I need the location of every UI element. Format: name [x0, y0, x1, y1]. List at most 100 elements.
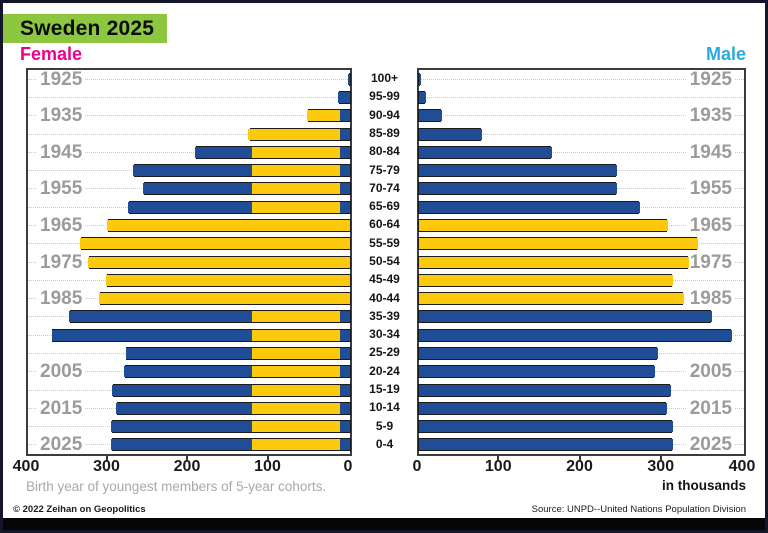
bar-segment: [116, 402, 252, 414]
page-title: Sweden 2025: [3, 14, 168, 43]
population-bar: [418, 328, 732, 342]
population-bar: [111, 438, 351, 452]
bar-segment: [133, 165, 252, 177]
population-bar: [418, 310, 712, 324]
age-group-label: 90-94: [369, 107, 400, 122]
population-bar: [126, 346, 351, 360]
bar-segment: [126, 347, 252, 359]
female-chart-panel: 1925 1935 1945 1955 1965 1975 1985 2005 2015 2025: [26, 68, 352, 456]
x-tick-mark: [659, 456, 662, 461]
population-bar: [418, 200, 640, 214]
bar-segment: [124, 366, 252, 378]
age-group-label: 5-9: [375, 418, 394, 433]
year-label: 2015: [37, 398, 86, 418]
gridline: [28, 151, 350, 153]
population-bar: [338, 90, 351, 104]
bar-segment: [251, 201, 340, 213]
gridline: [419, 78, 744, 80]
population-bar: [418, 273, 673, 287]
bar-segment: [111, 421, 252, 433]
bar-segment: [419, 421, 673, 433]
bar-segment: [251, 366, 340, 378]
bar-segment: [419, 256, 689, 268]
population-bar: [112, 383, 351, 397]
population-bar: [106, 273, 351, 287]
bar-segment: [107, 219, 350, 231]
year-label: 1925: [686, 69, 735, 89]
bar-segment: [419, 183, 617, 195]
source-credit: Source: UNPD--United Nations Population …: [531, 504, 746, 515]
male-header: Male: [705, 44, 746, 64]
x-tick-label: 0: [412, 458, 422, 475]
age-group-label: 10-14: [369, 400, 400, 415]
age-group-label: 45-49: [369, 272, 400, 287]
population-bar: [69, 310, 351, 324]
population-bar: [418, 109, 442, 123]
x-tick-mark: [578, 456, 581, 461]
year-label: 1945: [686, 142, 735, 162]
population-bar: [307, 109, 351, 123]
population-bar: [418, 346, 658, 360]
year-label: 1965: [686, 215, 735, 235]
population-bar: [143, 182, 351, 196]
bar-segment: [419, 366, 655, 378]
x-tick-label: 100: [484, 458, 512, 475]
bar-segment: [419, 165, 617, 177]
bar-segment: [419, 128, 482, 140]
bar-segment: [419, 347, 658, 359]
bar-segment: [251, 183, 340, 195]
bar-segment: [307, 110, 340, 122]
gridline: [28, 96, 350, 98]
age-group-label: 60-64: [369, 217, 400, 232]
bar-segment: [251, 146, 340, 158]
age-group-label: 50-54: [369, 254, 400, 268]
population-bar: [88, 255, 351, 269]
x-tick-label: 0: [343, 458, 353, 475]
age-group-label: 20-24: [369, 363, 400, 378]
bar-segment: [251, 421, 340, 433]
bar-segment: [419, 384, 671, 396]
bar-segment: [419, 238, 698, 250]
year-label: 2005: [686, 362, 735, 382]
year-label: 1985: [37, 289, 86, 309]
bar-segment: [419, 73, 421, 85]
x-tick-mark: [497, 456, 500, 461]
bar-segment: [419, 439, 673, 451]
age-group-label: 55-59: [369, 235, 400, 250]
bar-segment: [340, 347, 350, 359]
bar-segment: [419, 311, 712, 323]
population-bar: [52, 328, 351, 342]
year-label: 2005: [37, 362, 86, 382]
copyright: © 2022 Zeihan on Geopolitics: [13, 504, 146, 515]
x-tick-mark: [186, 456, 188, 461]
bar-segment: [248, 128, 340, 140]
age-group-label: 25-29: [369, 345, 400, 360]
bar-segment: [251, 402, 340, 414]
year-label: 1975: [37, 252, 86, 272]
bar-segment: [419, 146, 552, 158]
footnote: Birth year of youngest members of 5-year…: [26, 479, 327, 494]
bar-segment: [340, 201, 350, 213]
bar-segment: [340, 366, 350, 378]
year-label: 1965: [37, 215, 86, 235]
bar-segment: [69, 311, 252, 323]
gridline: [28, 115, 350, 117]
bar-segment: [338, 91, 350, 103]
population-bar: [128, 200, 351, 214]
population-bar: [348, 72, 351, 86]
gridline: [419, 96, 744, 98]
population-bar: [418, 72, 421, 86]
age-group-label: 15-19: [369, 382, 400, 396]
bar-segment: [128, 201, 252, 213]
age-group-label: 100+: [370, 71, 399, 86]
population-bar: [99, 292, 351, 306]
age-group-label: 80-84: [369, 144, 400, 159]
x-tick-label: 100: [254, 458, 281, 475]
bar-segment: [251, 165, 340, 177]
bar-segment: [251, 439, 340, 451]
bar-segment: [88, 256, 350, 268]
population-bar: [418, 145, 552, 159]
bar-segment: [251, 311, 340, 323]
year-label: 1975: [686, 252, 735, 272]
population-bar: [107, 218, 351, 232]
